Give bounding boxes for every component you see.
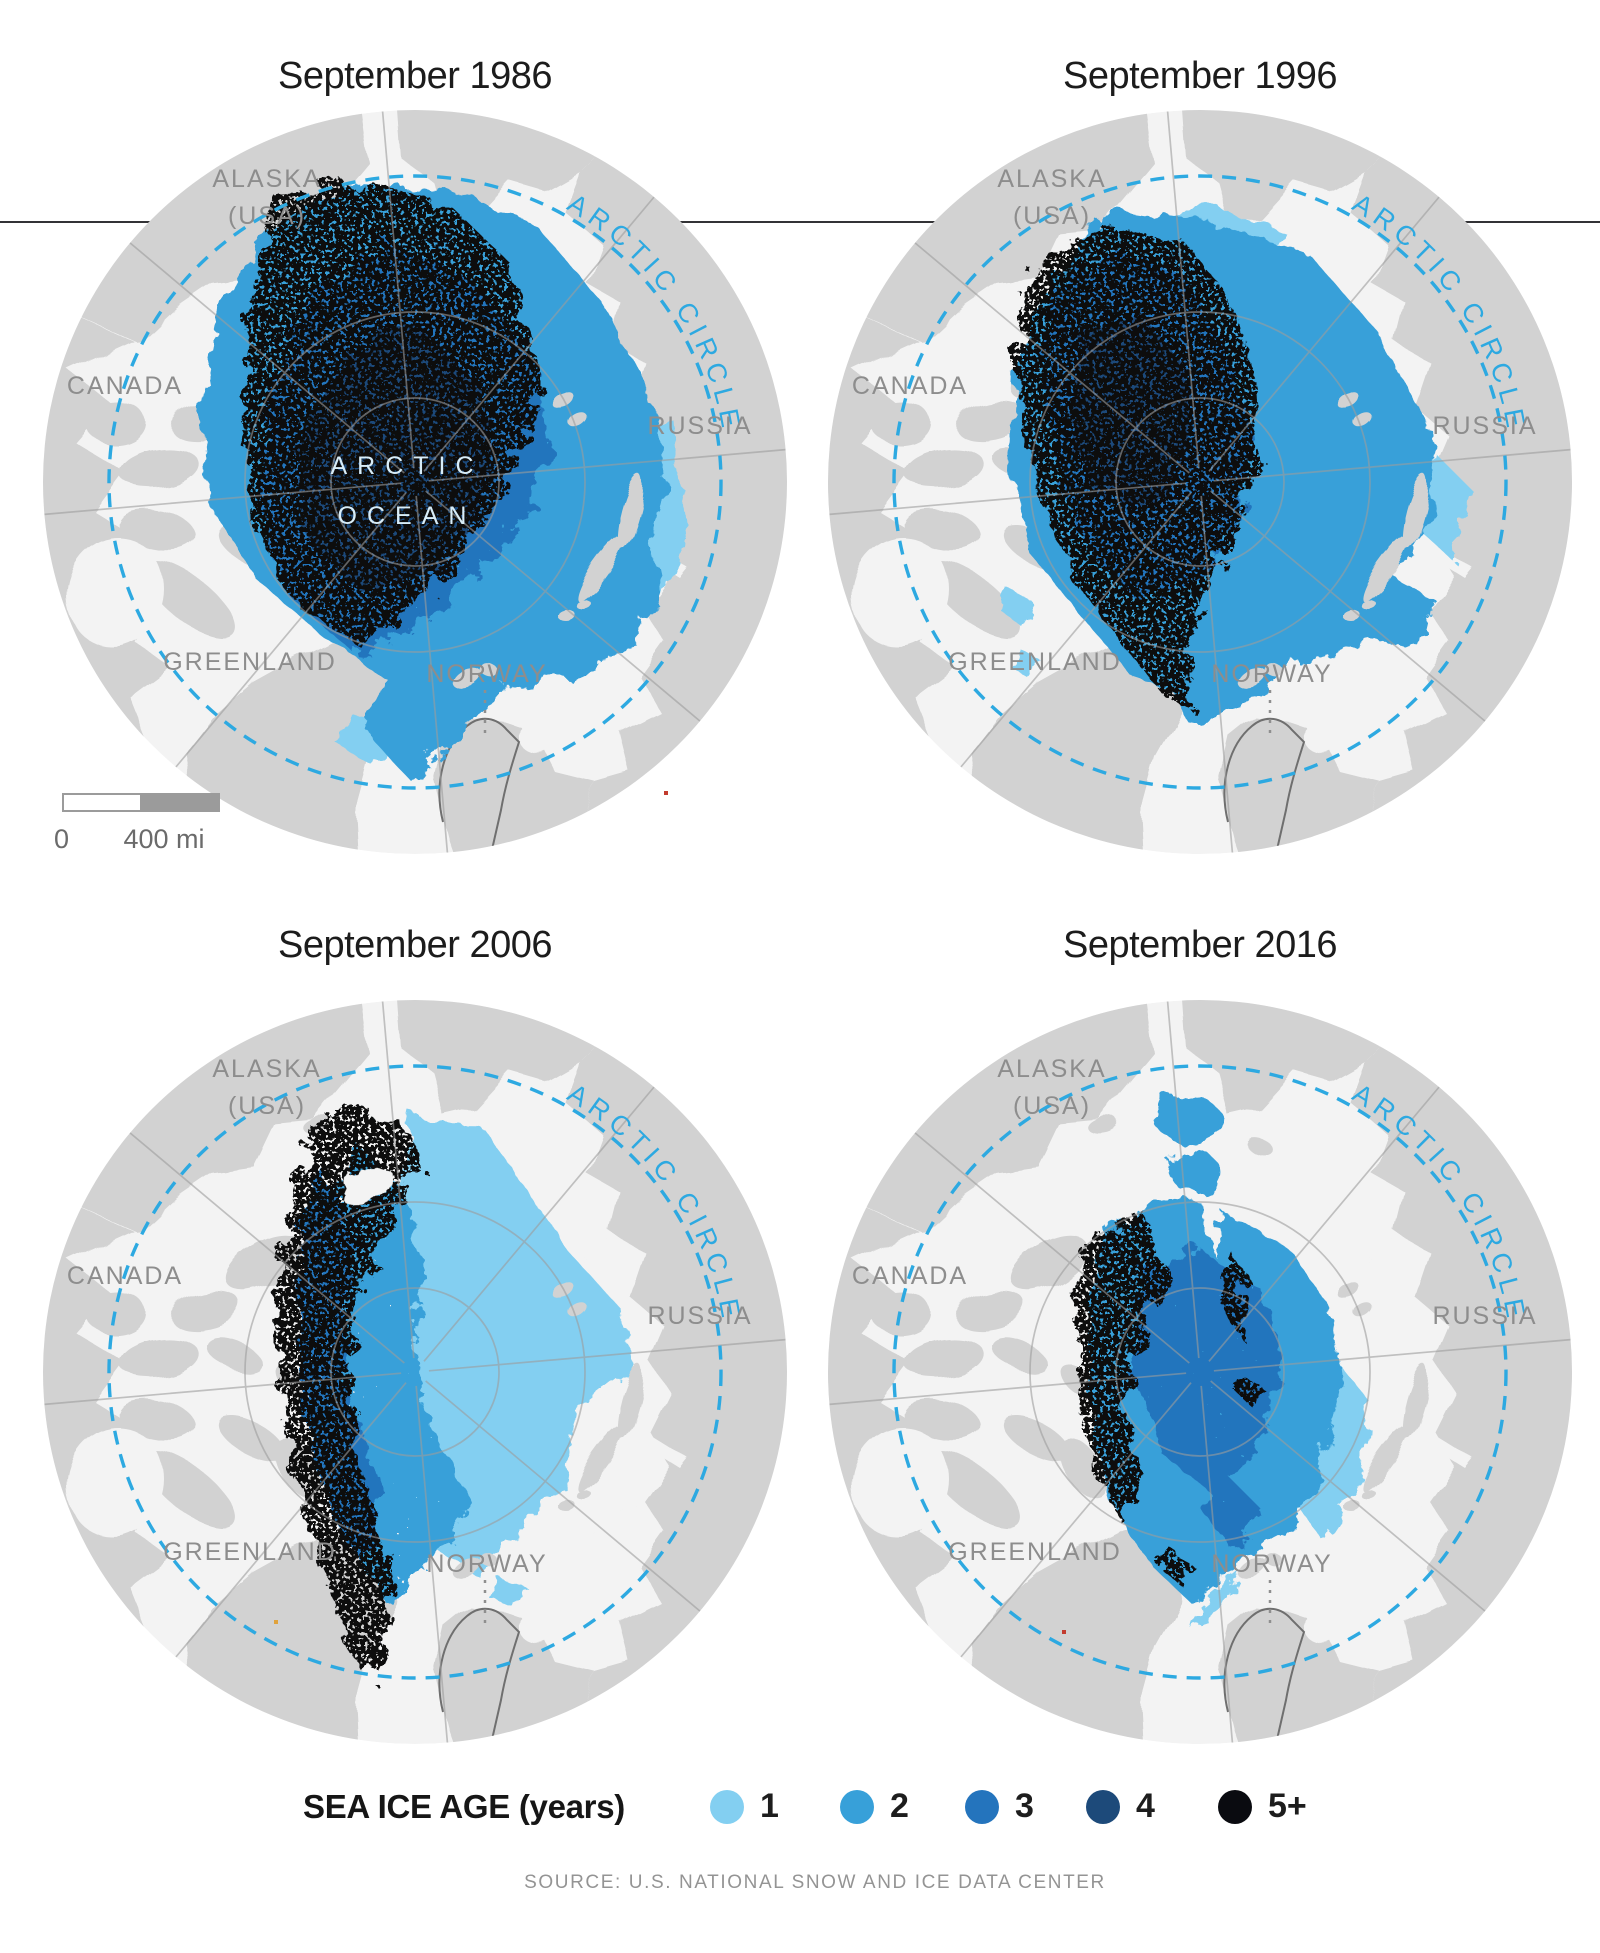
legend-dot-5 xyxy=(1218,1790,1252,1824)
svg-text:OCEAN: OCEAN xyxy=(338,502,477,530)
panel-title-2006: September 2006 xyxy=(278,924,552,966)
scale-bar-white-segment xyxy=(62,793,142,812)
legend-label-3: 3 xyxy=(1015,1787,1034,1825)
polar-map-1996 xyxy=(828,110,1572,854)
legend-label-5: 5+ xyxy=(1268,1787,1307,1825)
horizontal-rule xyxy=(0,221,1600,223)
legend-label-2: 2 xyxy=(890,1787,909,1825)
print-artifact-dot xyxy=(274,1620,278,1624)
source-credit: SOURCE: U.S. NATIONAL SNOW AND ICE DATA … xyxy=(524,1872,1106,1893)
print-artifact-dot xyxy=(664,791,668,795)
legend-dot-2 xyxy=(840,1790,874,1824)
scale-zero-label: 0 xyxy=(54,824,70,854)
scale-distance-label: 400 mi xyxy=(123,824,205,854)
svg-text:ARCTIC: ARCTIC xyxy=(330,452,483,480)
legend-dot-1 xyxy=(710,1790,744,1824)
legend-dot-3 xyxy=(965,1790,999,1824)
panel-title-2016: September 2016 xyxy=(1063,924,1337,966)
legend-label-1: 1 xyxy=(760,1787,779,1825)
legend-title: SEA ICE AGE (years) xyxy=(303,1788,625,1825)
print-artifact-dot xyxy=(1062,1630,1066,1634)
polar-map-2016 xyxy=(828,1000,1572,1744)
panel-title-1996: September 1996 xyxy=(1063,55,1337,97)
arctic-ocean-label: ARCTIC OCEAN xyxy=(330,452,483,530)
polar-map-1986: ARCTIC OCEAN xyxy=(43,110,787,854)
legend-label-4: 4 xyxy=(1136,1787,1155,1825)
scale-bar-gray-segment xyxy=(140,793,220,812)
polar-map-2006 xyxy=(43,1000,787,1744)
panel-title-1986: September 1986 xyxy=(278,55,552,97)
legend-dot-4 xyxy=(1086,1790,1120,1824)
